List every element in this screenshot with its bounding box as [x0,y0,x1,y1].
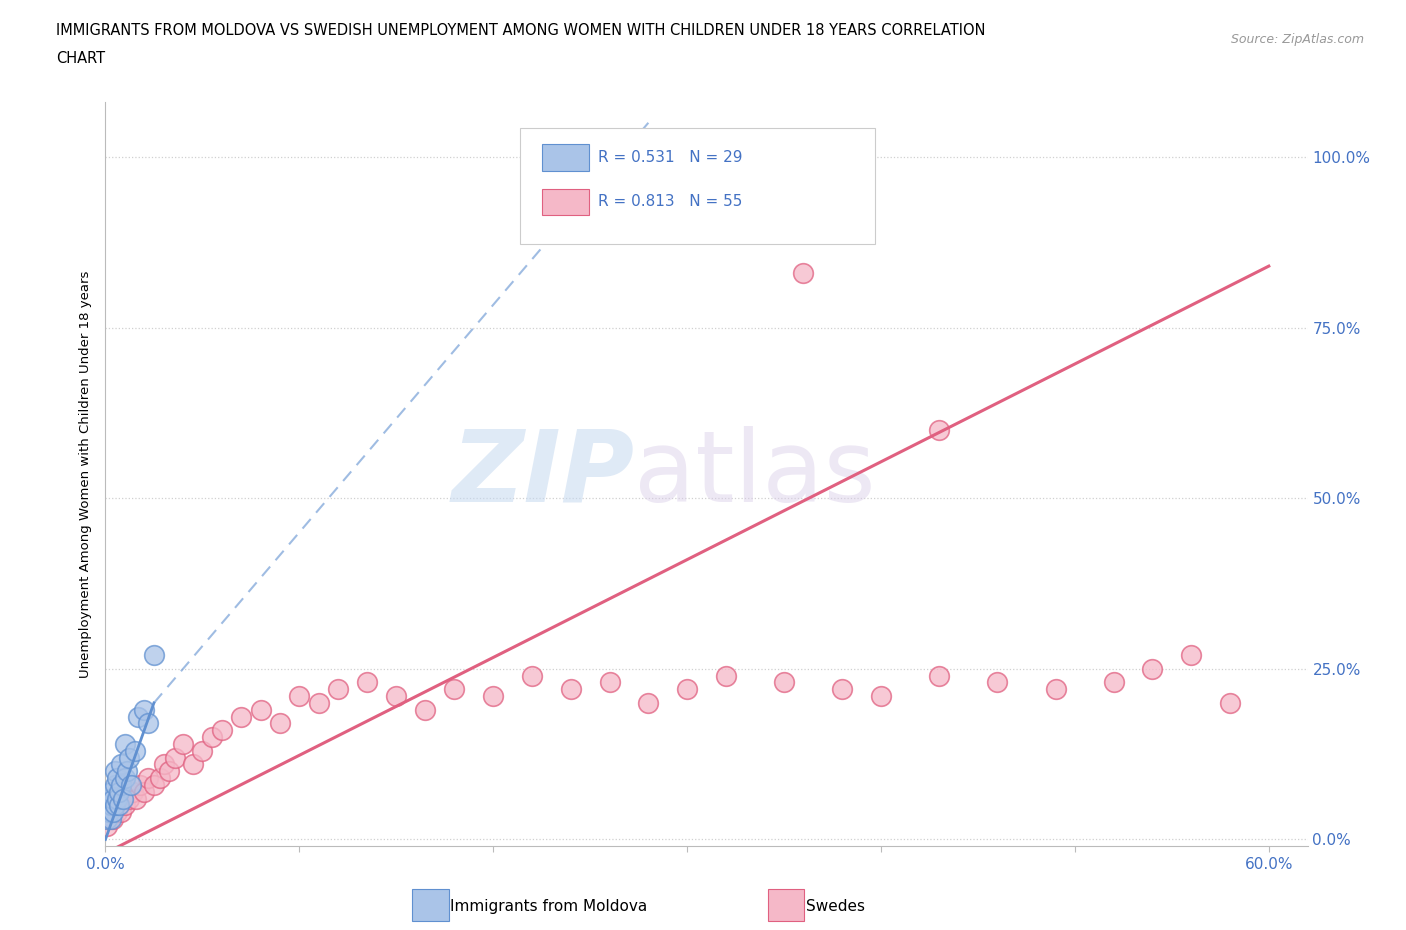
Text: ZIP: ZIP [451,426,634,523]
Point [149,771,172,786]
Point [100,784,122,799]
Point [104,777,127,792]
Point [108,798,131,813]
Point [105,804,128,819]
Point [792,265,814,280]
Point [172,737,194,751]
Point [108,798,131,813]
Text: atlas: atlas [634,426,876,523]
Point [96,812,118,827]
Point [110,804,132,819]
FancyBboxPatch shape [541,144,589,171]
Text: Immigrants from Moldova: Immigrants from Moldova [450,899,647,914]
Point [114,771,136,786]
Point [269,716,291,731]
Point [120,777,142,792]
Text: IMMIGRANTS FROM MOLDOVA VS SWEDISH UNEMPLOYMENT AMONG WOMEN WITH CHILDREN UNDER : IMMIGRANTS FROM MOLDOVA VS SWEDISH UNEMP… [56,23,986,38]
Point [870,689,893,704]
Point [142,647,165,662]
Point [326,682,349,697]
Point [110,777,132,792]
Point [308,696,330,711]
Point [637,696,659,711]
Point [111,791,134,806]
Point [831,682,853,697]
Point [211,723,233,737]
Point [1180,647,1202,662]
Point [104,764,127,778]
Point [928,422,950,437]
Point [986,675,1008,690]
Point [114,737,136,751]
Point [98,791,121,806]
Point [385,689,408,704]
Point [98,812,121,827]
Point [560,682,582,697]
Point [1102,675,1125,690]
Point [111,791,134,806]
Text: Source: ZipAtlas.com: Source: ZipAtlas.com [1230,33,1364,46]
Text: R = 0.531   N = 29: R = 0.531 N = 29 [599,150,742,165]
Point [415,702,437,717]
FancyBboxPatch shape [520,128,875,244]
Point [159,764,181,778]
Point [599,675,621,690]
Point [676,682,699,697]
Point [104,798,127,813]
Point [121,784,143,799]
Point [134,702,156,717]
Point [152,757,174,772]
Point [124,743,146,758]
Point [105,771,128,786]
Point [288,689,311,704]
Point [181,757,204,772]
FancyBboxPatch shape [541,189,589,216]
Point [100,804,122,819]
Point [108,784,131,799]
Point [103,791,125,806]
Point [1045,682,1067,697]
Point [129,777,152,792]
Point [1219,696,1241,711]
Point [1142,661,1164,676]
Point [356,675,378,690]
Point [136,716,159,731]
Point [100,798,122,813]
Point [201,730,224,745]
Point [125,791,148,806]
Point [104,798,127,813]
Point [105,791,128,806]
Text: R = 0.813   N = 55: R = 0.813 N = 55 [599,194,742,209]
Text: CHART: CHART [56,51,105,66]
Point [118,751,141,765]
Point [96,818,118,833]
Point [114,798,136,813]
Point [110,757,132,772]
Point [103,812,125,827]
Point [115,764,138,778]
Point [165,751,187,765]
Point [191,743,214,758]
Point [249,702,271,717]
Point [714,669,737,684]
Point [443,682,465,697]
Point [118,791,141,806]
Point [136,771,159,786]
Text: Swedes: Swedes [806,899,865,914]
Point [134,784,156,799]
Point [142,777,165,792]
Point [103,804,125,819]
Point [773,675,796,690]
Point [100,812,122,827]
Point [127,710,149,724]
Point [482,689,505,704]
Point [928,669,950,684]
Point [231,710,253,724]
Point [98,804,121,819]
Point [96,798,118,813]
Y-axis label: Unemployment Among Women with Children Under 18 years: Unemployment Among Women with Children U… [79,271,93,678]
Point [520,669,543,684]
